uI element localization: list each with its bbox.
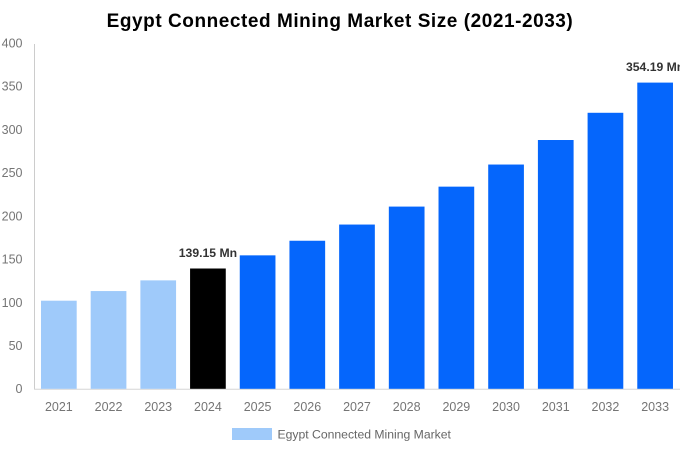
svg-text:354.19 Mn: 354.19 Mn — [626, 60, 680, 74]
svg-text:2031: 2031 — [542, 400, 570, 414]
svg-text:Egypt Connected Mining Market: Egypt Connected Mining Market Size (2021… — [107, 11, 574, 32]
svg-text:2021: 2021 — [45, 400, 73, 414]
svg-text:400: 400 — [2, 36, 23, 50]
svg-text:300: 300 — [2, 123, 23, 137]
svg-text:0: 0 — [16, 382, 23, 396]
svg-text:2027: 2027 — [343, 400, 371, 414]
svg-text:2023: 2023 — [144, 400, 172, 414]
svg-text:2022: 2022 — [95, 400, 123, 414]
svg-text:2028: 2028 — [393, 400, 421, 414]
svg-text:2026: 2026 — [293, 400, 321, 414]
svg-text:2032: 2032 — [592, 400, 620, 414]
svg-text:2030: 2030 — [492, 400, 520, 414]
svg-text:Egypt Connected Mining Market: Egypt Connected Mining Market — [278, 427, 452, 441]
svg-text:2024: 2024 — [194, 400, 222, 414]
svg-text:100: 100 — [2, 296, 23, 310]
svg-text:2025: 2025 — [244, 400, 272, 414]
svg-text:150: 150 — [2, 253, 23, 267]
svg-text:350: 350 — [2, 80, 23, 94]
svg-text:200: 200 — [2, 209, 23, 223]
svg-text:2033: 2033 — [641, 400, 669, 414]
svg-text:2029: 2029 — [442, 400, 470, 414]
svg-text:250: 250 — [2, 166, 23, 180]
svg-text:50: 50 — [9, 339, 23, 353]
svg-text:139.15 Mn: 139.15 Mn — [179, 246, 237, 260]
